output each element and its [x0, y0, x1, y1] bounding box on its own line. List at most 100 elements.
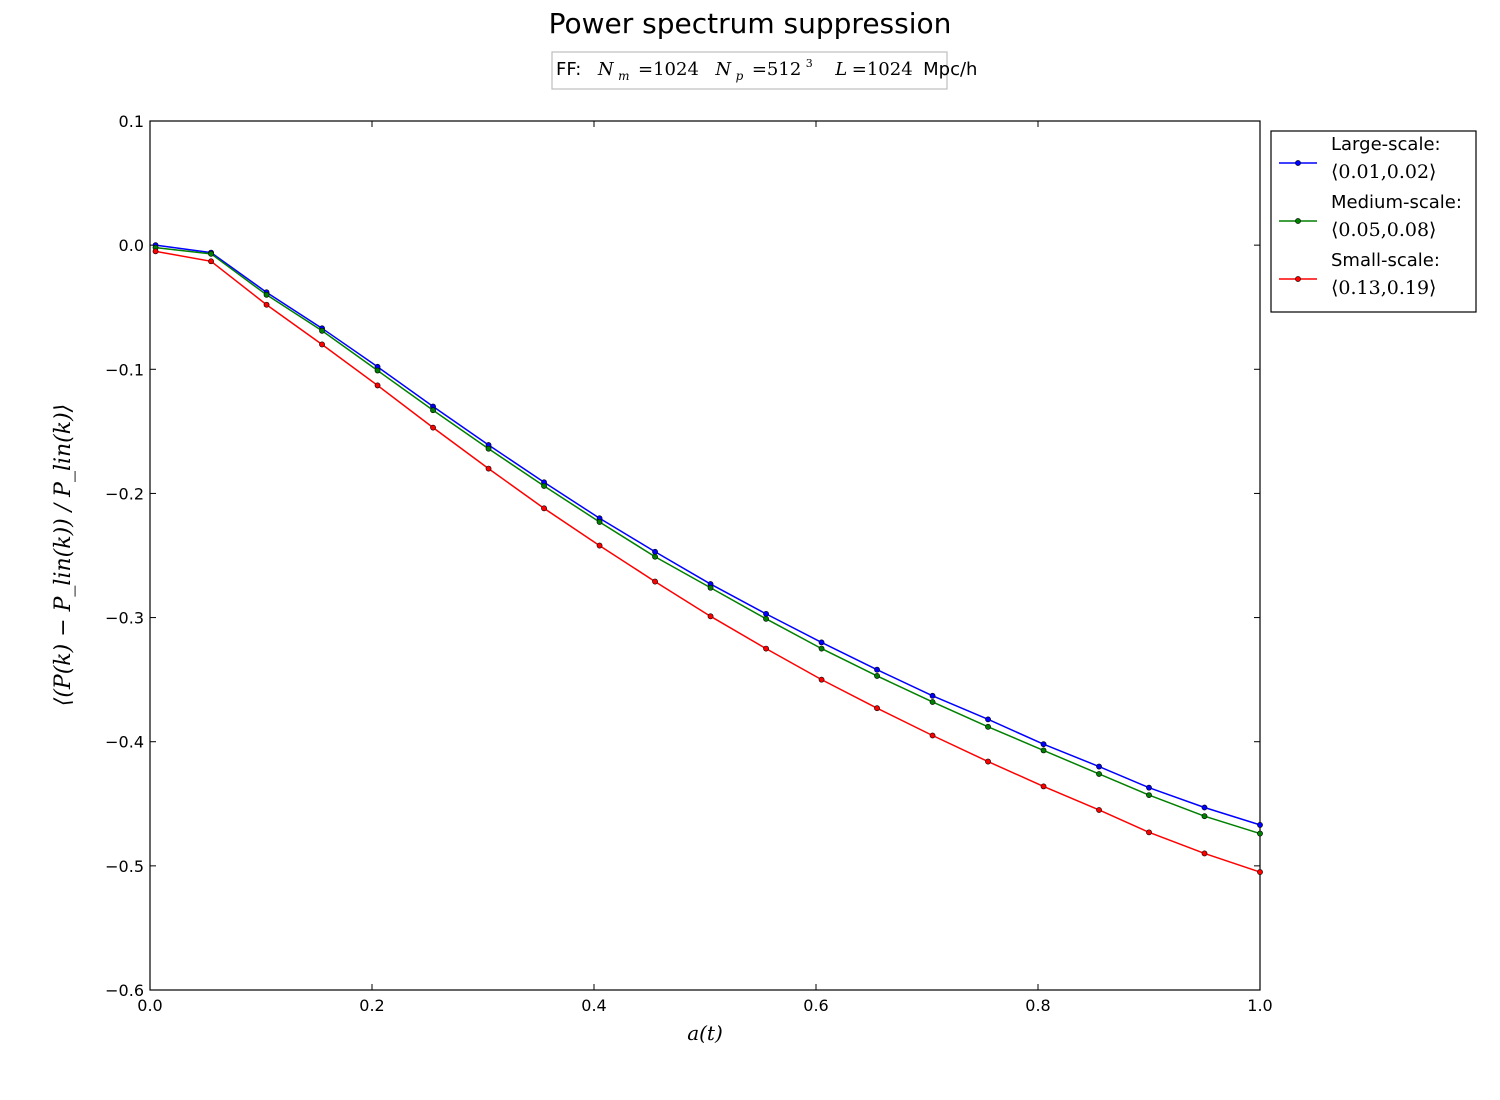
- legend-item: Large-scale: ⟨0.01,0.02⟩: [1279, 134, 1441, 183]
- data-point: [929, 732, 936, 739]
- legend-range: ⟨0.01,0.02⟩: [1331, 161, 1436, 183]
- y-tick-label: −0.1: [105, 360, 144, 379]
- data-point: [874, 666, 880, 673]
- data-point: [152, 248, 159, 255]
- subtitle-np-sub: p: [736, 69, 744, 83]
- x-axis-label: a(t): [687, 1021, 723, 1045]
- data-point: [596, 519, 603, 525]
- data-point: [1040, 783, 1047, 790]
- data-point: [1040, 747, 1047, 754]
- subtitle-prefix: FF:: [556, 59, 581, 80]
- subtitle-l-value: =1024: [852, 59, 913, 80]
- x-tick-label: 0.8: [1025, 996, 1050, 1015]
- legend-item: Medium-scale: ⟨0.05,0.08⟩: [1279, 192, 1462, 241]
- legend-marker: [1295, 218, 1301, 224]
- data-point: [374, 382, 381, 389]
- data-point: [263, 301, 270, 308]
- x-axis: 0.0 0.2 0.4 0.6 0.8 1.0: [137, 121, 1273, 1015]
- series-line: [155, 246, 1261, 835]
- data-point: [541, 505, 547, 512]
- data-point: [1096, 763, 1102, 770]
- data-point: [541, 483, 547, 489]
- data-point: [1201, 804, 1208, 811]
- data-point: [985, 723, 991, 730]
- data-point: [319, 341, 325, 348]
- data-point: [1040, 741, 1047, 748]
- x-tick-label: 0.4: [581, 996, 606, 1015]
- legend-marker: [1295, 160, 1301, 166]
- subtitle-nm-sub: m: [618, 69, 629, 83]
- data-point: [874, 705, 880, 712]
- data-point: [374, 367, 381, 374]
- data-point: [1096, 807, 1102, 813]
- y-tick-label: −0.3: [105, 609, 144, 628]
- data-point: [319, 327, 325, 334]
- subtitle-np-sup: 3: [806, 57, 813, 70]
- data-point: [1257, 869, 1263, 875]
- x-tick-label: 0.0: [137, 996, 162, 1015]
- legend-label: Small-scale:: [1331, 250, 1440, 271]
- data-point: [929, 699, 936, 705]
- data-point: [707, 613, 714, 620]
- subtitle-nm-value: =1024: [638, 59, 699, 80]
- subtitle-np-value: =512: [752, 59, 801, 80]
- data-point: [763, 645, 769, 652]
- plot-area: [149, 120, 1261, 991]
- chart-title: Power spectrum suppression: [549, 7, 952, 40]
- data-point: [707, 584, 714, 591]
- data-point: [208, 258, 214, 265]
- subtitle-box: FF: N m =1024 N p =512 3 L =1024 Mpc/h: [551, 51, 977, 90]
- data-point: [430, 424, 436, 431]
- data-point: [763, 615, 769, 622]
- x-tick-label: 1.0: [1247, 996, 1272, 1015]
- data-point: [208, 250, 214, 257]
- data-point: [652, 578, 658, 585]
- data-point: [485, 445, 492, 452]
- y-tick-label: −0.6: [105, 981, 144, 1000]
- y-tick-label: −0.2: [105, 484, 144, 503]
- y-tick-label: −0.5: [105, 857, 144, 876]
- legend: Large-scale: ⟨0.01,0.02⟩ Medium-scale: ⟨0.0…: [1270, 130, 1477, 313]
- data-point: [818, 639, 825, 646]
- data-point: [485, 465, 492, 472]
- subtitle-units: Mpc/h: [923, 59, 977, 80]
- data-point: [596, 542, 603, 549]
- data-point: [985, 758, 991, 765]
- subtitle-l-label: L: [834, 59, 847, 80]
- y-tick-label: 0.1: [119, 112, 144, 131]
- data-point: [1146, 829, 1152, 836]
- data-point: [1257, 830, 1263, 837]
- y-axis: 0.1 0.0 −0.1 −0.2 −0.3 −0.4 −0.5 −0.6: [105, 112, 1260, 1000]
- y-tick-label: −0.4: [105, 733, 144, 752]
- data-point: [263, 291, 270, 298]
- legend-label: Medium-scale:: [1331, 192, 1462, 213]
- series-2: [152, 244, 1263, 837]
- data-point: [1201, 813, 1208, 820]
- data-point: [652, 548, 658, 555]
- series-3: [152, 248, 1263, 875]
- legend-range: ⟨0.05,0.08⟩: [1331, 219, 1436, 241]
- data-point: [874, 673, 880, 679]
- data-point: [1146, 784, 1152, 791]
- data-point: [818, 645, 825, 652]
- legend-label: Large-scale:: [1331, 134, 1441, 155]
- y-axis-label: ⟨(P(k) − P_lin(k)) / P_lin(k)⟩: [51, 404, 76, 707]
- subtitle-nm-label: N: [597, 59, 615, 80]
- subtitle-np-label: N: [714, 59, 732, 80]
- legend-item: Small-scale: ⟨0.13,0.19⟩: [1279, 250, 1440, 299]
- legend-range: ⟨0.13,0.19⟩: [1331, 277, 1436, 299]
- data-point: [985, 716, 991, 723]
- data-point: [818, 676, 825, 683]
- data-point: [652, 553, 658, 560]
- data-point: [1257, 821, 1263, 828]
- data-point: [430, 407, 436, 414]
- data-point: [1096, 771, 1102, 777]
- data-point: [1146, 792, 1152, 798]
- y-tick-label: 0.0: [119, 236, 144, 255]
- data-point: [929, 692, 936, 699]
- data-point: [1201, 850, 1208, 857]
- subtitle-text: FF: N m =1024 N p =512 3 L =1024 Mpc/h: [556, 51, 977, 84]
- legend-marker: [1295, 276, 1301, 282]
- data-point: [763, 610, 769, 617]
